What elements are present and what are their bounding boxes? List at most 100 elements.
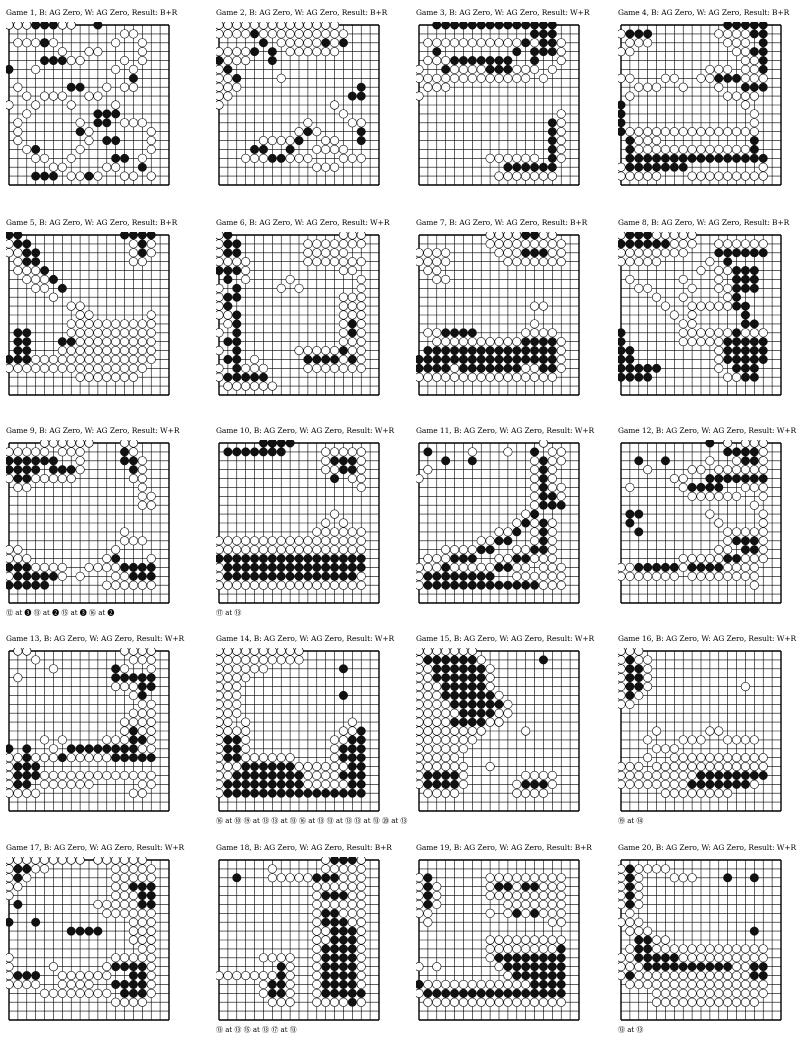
black-stone bbox=[476, 354, 486, 364]
black-stone bbox=[330, 979, 340, 989]
black-stone bbox=[625, 239, 635, 249]
white-stone bbox=[556, 363, 566, 373]
white-stone bbox=[740, 571, 751, 581]
black-stone bbox=[294, 788, 304, 798]
white-stone bbox=[714, 753, 724, 763]
black-stone bbox=[330, 935, 340, 945]
white-stone bbox=[731, 571, 742, 581]
white-stone bbox=[521, 153, 531, 163]
black-stone bbox=[223, 562, 233, 572]
black-stone bbox=[749, 971, 759, 981]
white-stone bbox=[119, 726, 130, 736]
black-stone bbox=[146, 682, 156, 692]
black-stone bbox=[450, 22, 460, 30]
white-stone bbox=[678, 232, 688, 240]
white-stone bbox=[267, 864, 277, 874]
white-stone bbox=[416, 708, 424, 718]
white-stone bbox=[241, 55, 251, 66]
black-stone bbox=[547, 29, 557, 39]
black-stone bbox=[312, 873, 322, 883]
white-stone bbox=[625, 979, 635, 990]
white-stone bbox=[423, 708, 433, 718]
black-stone bbox=[618, 239, 626, 249]
white-stone bbox=[547, 908, 557, 918]
white-stone bbox=[660, 770, 671, 781]
black-stone bbox=[458, 717, 468, 727]
go-board bbox=[416, 440, 580, 604]
white-stone bbox=[128, 681, 139, 692]
white-stone bbox=[485, 536, 495, 546]
white-stone bbox=[705, 509, 715, 519]
black-stone bbox=[232, 735, 242, 745]
white-stone bbox=[476, 979, 486, 990]
black-stone bbox=[267, 447, 277, 457]
black-stone bbox=[547, 363, 557, 373]
black-stone bbox=[530, 509, 540, 519]
white-stone bbox=[338, 265, 349, 276]
white-stone bbox=[329, 864, 340, 874]
white-stone bbox=[146, 944, 156, 954]
white-stone bbox=[547, 899, 557, 910]
white-stone bbox=[22, 274, 32, 285]
white-stone bbox=[529, 465, 540, 475]
white-stone bbox=[119, 29, 130, 39]
black-stone bbox=[441, 779, 451, 789]
white-stone bbox=[338, 328, 349, 338]
black-stone bbox=[13, 239, 23, 249]
white-stone bbox=[216, 717, 224, 727]
black-stone bbox=[330, 953, 340, 963]
white-stone bbox=[696, 265, 706, 276]
move-notes: ⑲ at ⑭ bbox=[618, 817, 644, 825]
black-stone bbox=[538, 22, 548, 30]
white-stone bbox=[458, 770, 469, 781]
black-stone bbox=[740, 447, 750, 457]
white-stone bbox=[312, 580, 322, 590]
white-stone bbox=[432, 38, 442, 48]
black-stone bbox=[423, 346, 433, 356]
white-stone bbox=[66, 22, 76, 30]
white-stone bbox=[432, 257, 442, 267]
white-stone bbox=[356, 979, 366, 990]
black-stone bbox=[48, 171, 58, 181]
game-diagram: Game 10, B: AG Zero, W: AG Zero, Result:… bbox=[216, 426, 396, 636]
white-stone bbox=[338, 761, 349, 772]
black-stone bbox=[723, 779, 733, 789]
white-stone bbox=[119, 882, 130, 892]
black-stone bbox=[696, 562, 706, 572]
white-stone bbox=[660, 997, 671, 1007]
white-stone bbox=[714, 29, 724, 39]
white-stone bbox=[111, 337, 121, 347]
white-stone bbox=[503, 708, 513, 718]
black-stone bbox=[538, 474, 548, 484]
white-stone bbox=[705, 553, 715, 564]
black-stone bbox=[538, 456, 548, 466]
white-stone bbox=[75, 447, 85, 457]
white-stone bbox=[329, 345, 340, 356]
black-stone bbox=[241, 779, 251, 789]
white-stone bbox=[618, 681, 626, 692]
white-stone bbox=[512, 899, 522, 910]
white-stone bbox=[416, 91, 424, 101]
white-stone bbox=[216, 310, 224, 320]
white-stone bbox=[458, 64, 469, 75]
white-stone bbox=[66, 100, 76, 110]
white-stone bbox=[119, 345, 130, 356]
white-stone bbox=[669, 979, 679, 990]
white-stone bbox=[416, 873, 424, 883]
white-stone bbox=[678, 944, 688, 954]
black-stone bbox=[669, 153, 679, 163]
white-stone bbox=[321, 29, 331, 39]
white-stone bbox=[618, 699, 626, 709]
white-stone bbox=[651, 248, 662, 258]
white-stone bbox=[216, 372, 224, 382]
black-stone bbox=[521, 162, 531, 172]
white-stone bbox=[740, 29, 751, 39]
game-diagram: Game 7, B: AG Zero, W: AG Zero, Result: … bbox=[416, 218, 596, 428]
white-stone bbox=[512, 890, 522, 901]
white-stone bbox=[423, 73, 433, 83]
white-stone bbox=[285, 580, 295, 590]
white-stone bbox=[687, 328, 697, 338]
white-stone bbox=[547, 873, 557, 883]
white-stone bbox=[731, 988, 742, 998]
white-stone bbox=[449, 545, 460, 555]
